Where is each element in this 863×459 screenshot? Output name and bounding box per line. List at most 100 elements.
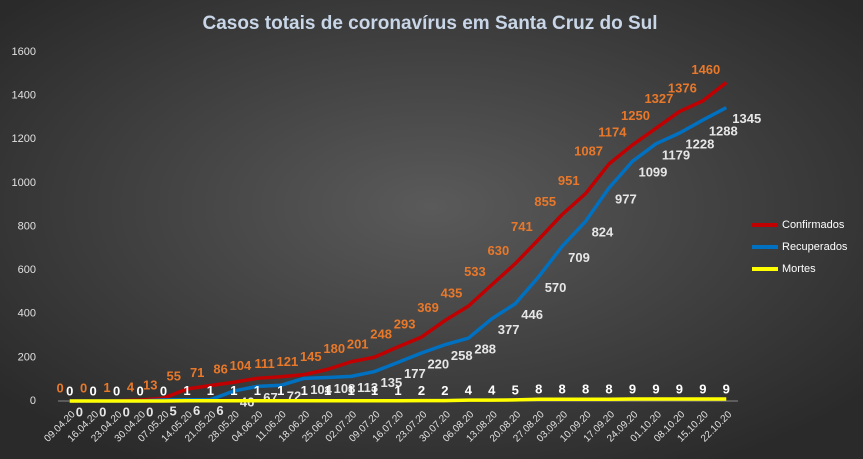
data-label: 1 bbox=[183, 383, 190, 398]
data-label: 8 bbox=[605, 382, 612, 397]
data-label: 2 bbox=[418, 383, 425, 398]
data-label: 435 bbox=[441, 286, 463, 301]
y-tick-label: 800 bbox=[18, 220, 36, 232]
data-label: 0 bbox=[113, 383, 120, 398]
data-label: 8 bbox=[559, 382, 566, 397]
data-label: 135 bbox=[381, 375, 403, 390]
data-label: 145 bbox=[300, 349, 322, 364]
data-label: 2 bbox=[441, 383, 448, 398]
data-label: 177 bbox=[404, 366, 426, 381]
data-label: 111 bbox=[254, 356, 274, 371]
data-label: 220 bbox=[427, 356, 449, 371]
data-label: 108 bbox=[334, 381, 356, 396]
y-tick-label: 1200 bbox=[12, 133, 36, 145]
data-label: 4 bbox=[465, 383, 473, 398]
data-label: 1 bbox=[207, 383, 214, 398]
data-label: 0 bbox=[76, 404, 83, 419]
data-label: 369 bbox=[417, 300, 439, 315]
data-label: 1250 bbox=[621, 108, 650, 123]
data-label: 1327 bbox=[644, 91, 673, 106]
data-label: 13 bbox=[143, 378, 157, 393]
data-label: 1 bbox=[254, 383, 261, 398]
data-label: 1099 bbox=[638, 165, 667, 180]
data-label: 1228 bbox=[685, 137, 714, 152]
series-line bbox=[69, 397, 727, 403]
data-label: 4 bbox=[488, 383, 496, 398]
data-label: 1174 bbox=[598, 124, 627, 139]
data-label: 104 bbox=[310, 382, 332, 397]
data-label: 1288 bbox=[709, 123, 738, 138]
data-label: 0 bbox=[123, 404, 130, 419]
data-label: 1345 bbox=[732, 111, 761, 126]
series-line bbox=[69, 81, 728, 403]
data-label: 5 bbox=[512, 382, 519, 397]
data-label: 9 bbox=[676, 381, 683, 396]
data-label: 5 bbox=[170, 403, 177, 418]
data-label: 9 bbox=[723, 381, 730, 396]
data-label: 570 bbox=[545, 280, 567, 295]
data-label: 824 bbox=[592, 225, 614, 240]
data-label: 8 bbox=[535, 382, 542, 397]
data-label: 288 bbox=[474, 342, 496, 357]
data-label: 1087 bbox=[574, 143, 603, 158]
data-label: 8 bbox=[582, 382, 589, 397]
data-label: 0 bbox=[56, 380, 63, 395]
data-label: 293 bbox=[394, 317, 416, 332]
data-label: 258 bbox=[451, 348, 473, 363]
data-label: 6 bbox=[193, 403, 200, 418]
data-label: 0 bbox=[146, 404, 153, 419]
data-label: 977 bbox=[615, 191, 637, 206]
data-label: 1 bbox=[371, 383, 378, 398]
data-label: 201 bbox=[347, 337, 369, 352]
data-label: 0 bbox=[66, 383, 73, 398]
data-label: 4 bbox=[127, 380, 135, 395]
data-label: 0 bbox=[136, 383, 143, 398]
data-label: 630 bbox=[488, 243, 510, 258]
y-tick-label: 0 bbox=[30, 395, 36, 407]
y-tick-label: 400 bbox=[18, 308, 36, 320]
data-label: 951 bbox=[558, 173, 580, 188]
chart-title: Casos totais de coronavírus em Santa Cru… bbox=[202, 13, 657, 34]
data-label: 1 bbox=[230, 383, 237, 398]
data-label: 6 bbox=[216, 403, 223, 418]
data-label: 855 bbox=[534, 194, 556, 209]
legend-label: Recuperados bbox=[782, 241, 848, 253]
data-label: 0 bbox=[99, 404, 106, 419]
data-label: 1 bbox=[347, 383, 354, 398]
data-label: 1 bbox=[324, 383, 331, 398]
data-label: 55 bbox=[166, 368, 180, 383]
data-label: 9 bbox=[699, 381, 706, 396]
data-label: 1 bbox=[301, 383, 308, 398]
data-label: 71 bbox=[190, 365, 204, 380]
legend-label: Confirmados bbox=[782, 219, 845, 231]
data-label: 0 bbox=[90, 383, 97, 398]
data-label: 9 bbox=[629, 381, 636, 396]
y-tick-label: 200 bbox=[18, 351, 36, 363]
data-label: 180 bbox=[323, 341, 345, 356]
data-label: 0 bbox=[80, 380, 87, 395]
data-label: 121 bbox=[277, 354, 299, 369]
data-label: 1 bbox=[394, 383, 401, 398]
data-label: 113 bbox=[357, 380, 378, 395]
data-label: 1460 bbox=[691, 62, 720, 77]
y-tick-label: 600 bbox=[18, 264, 36, 276]
y-tick-label: 1400 bbox=[12, 90, 36, 102]
data-label: 1179 bbox=[662, 147, 690, 162]
data-label: 67 bbox=[263, 390, 277, 405]
data-label: 248 bbox=[370, 326, 392, 341]
legend-label: Mortes bbox=[782, 263, 816, 275]
data-label: 377 bbox=[498, 322, 520, 337]
data-label: 0 bbox=[160, 383, 167, 398]
data-label: 1 bbox=[103, 380, 110, 395]
y-tick-label: 1000 bbox=[12, 177, 36, 189]
data-label: 1376 bbox=[668, 80, 697, 95]
data-label: 533 bbox=[464, 264, 486, 279]
data-label: 1 bbox=[277, 383, 284, 398]
data-label: 9 bbox=[652, 381, 659, 396]
data-label: 446 bbox=[521, 307, 543, 322]
data-label: 104 bbox=[230, 358, 252, 373]
y-tick-label: 1600 bbox=[12, 46, 36, 58]
data-label: 709 bbox=[568, 250, 590, 265]
